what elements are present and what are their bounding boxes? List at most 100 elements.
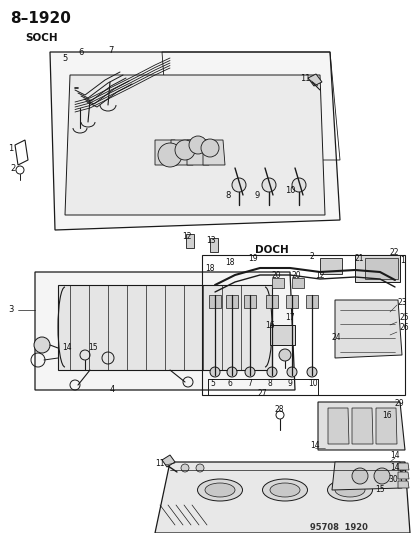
Polygon shape: [266, 295, 277, 308]
Circle shape: [261, 178, 275, 192]
Text: 26: 26: [399, 324, 408, 333]
Text: 14: 14: [389, 450, 399, 459]
Polygon shape: [65, 75, 324, 215]
Polygon shape: [58, 285, 271, 370]
Circle shape: [231, 178, 245, 192]
Text: 10: 10: [284, 185, 295, 195]
Text: 11: 11: [299, 74, 310, 83]
Circle shape: [395, 464, 403, 472]
Circle shape: [226, 367, 236, 377]
Ellipse shape: [327, 479, 372, 501]
Text: 7: 7: [108, 45, 113, 54]
Polygon shape: [271, 278, 283, 288]
Polygon shape: [154, 462, 409, 533]
Polygon shape: [35, 272, 294, 390]
Text: 15: 15: [374, 486, 384, 495]
Text: 1: 1: [399, 255, 404, 264]
Polygon shape: [187, 140, 209, 165]
Ellipse shape: [204, 483, 235, 497]
Polygon shape: [305, 295, 317, 308]
Circle shape: [266, 367, 276, 377]
Text: 16: 16: [381, 410, 391, 419]
Ellipse shape: [334, 483, 364, 497]
Circle shape: [34, 337, 50, 353]
Text: 15: 15: [88, 343, 97, 352]
Polygon shape: [185, 234, 194, 248]
Circle shape: [180, 464, 189, 472]
Circle shape: [351, 468, 367, 484]
Text: 9: 9: [287, 379, 292, 389]
Ellipse shape: [262, 479, 307, 501]
Text: 28: 28: [274, 406, 284, 415]
Ellipse shape: [269, 483, 299, 497]
Circle shape: [201, 139, 218, 157]
Text: 12: 12: [314, 271, 324, 279]
Text: 14: 14: [309, 440, 319, 449]
Polygon shape: [291, 278, 303, 288]
Text: 18: 18: [224, 257, 234, 266]
Polygon shape: [397, 481, 408, 488]
Circle shape: [291, 178, 305, 192]
Circle shape: [278, 349, 290, 361]
Polygon shape: [397, 472, 408, 479]
Polygon shape: [364, 258, 397, 279]
Circle shape: [306, 367, 316, 377]
Polygon shape: [317, 402, 404, 450]
Text: 6: 6: [78, 47, 83, 56]
Polygon shape: [171, 140, 192, 165]
Polygon shape: [161, 455, 175, 467]
Text: 8: 8: [267, 379, 272, 389]
Text: 4: 4: [110, 385, 115, 394]
Circle shape: [175, 140, 195, 160]
Polygon shape: [354, 255, 399, 282]
Ellipse shape: [197, 479, 242, 501]
Text: 20: 20: [271, 271, 281, 279]
Text: 7: 7: [247, 379, 251, 389]
Text: 30: 30: [387, 475, 397, 484]
Text: 14: 14: [389, 464, 399, 472]
Circle shape: [286, 367, 296, 377]
Polygon shape: [307, 74, 321, 86]
Circle shape: [373, 468, 389, 484]
Text: 29: 29: [394, 399, 404, 408]
Circle shape: [209, 367, 219, 377]
Polygon shape: [331, 462, 401, 490]
Polygon shape: [269, 325, 294, 345]
Polygon shape: [154, 140, 177, 165]
Polygon shape: [319, 258, 341, 274]
Text: 6: 6: [228, 379, 232, 389]
Circle shape: [195, 464, 204, 472]
Text: 5: 5: [209, 379, 214, 389]
Text: 27: 27: [257, 390, 267, 399]
Circle shape: [189, 136, 206, 154]
Text: 5: 5: [62, 53, 67, 62]
Text: 13: 13: [206, 236, 215, 245]
Text: 23: 23: [397, 297, 407, 306]
Polygon shape: [50, 52, 339, 230]
Text: 2: 2: [10, 164, 15, 173]
Text: 95708  1920: 95708 1920: [309, 522, 367, 531]
Polygon shape: [209, 238, 218, 252]
Text: 11: 11: [154, 459, 164, 469]
Circle shape: [385, 464, 393, 472]
Text: 20: 20: [291, 271, 301, 279]
Polygon shape: [351, 408, 372, 444]
Text: 22: 22: [389, 247, 399, 256]
Text: 17: 17: [284, 313, 294, 322]
Text: 1: 1: [8, 143, 13, 152]
Polygon shape: [209, 295, 221, 308]
Polygon shape: [397, 463, 408, 470]
Text: SOCH: SOCH: [25, 33, 57, 43]
Text: 21: 21: [354, 254, 363, 262]
Polygon shape: [243, 295, 255, 308]
Text: 19: 19: [247, 254, 257, 262]
Text: 2: 2: [309, 252, 314, 261]
Polygon shape: [375, 408, 396, 444]
Text: 3: 3: [8, 305, 13, 314]
Text: 16: 16: [264, 320, 274, 329]
Text: 10: 10: [307, 379, 317, 389]
Text: 8–1920: 8–1920: [10, 11, 71, 26]
Text: 12: 12: [182, 231, 191, 240]
Text: 24: 24: [331, 334, 341, 343]
Text: 8: 8: [224, 190, 230, 199]
